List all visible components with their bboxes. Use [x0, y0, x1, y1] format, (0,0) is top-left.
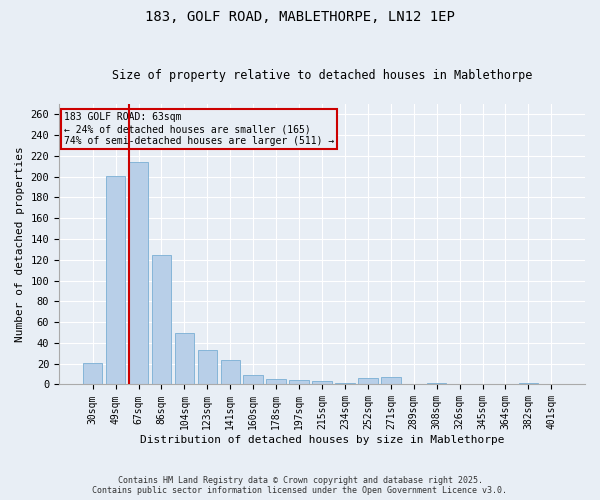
Bar — [129, 162, 148, 384]
Bar — [175, 332, 194, 384]
Text: 183 GOLF ROAD: 63sqm
← 24% of detached houses are smaller (165)
74% of semi-deta: 183 GOLF ROAD: 63sqm ← 24% of detached h… — [64, 112, 335, 146]
Y-axis label: Number of detached properties: Number of detached properties — [15, 146, 25, 342]
Bar — [266, 380, 286, 384]
Bar — [381, 377, 401, 384]
Bar — [221, 360, 240, 384]
Bar — [152, 254, 171, 384]
Text: 183, GOLF ROAD, MABLETHORPE, LN12 1EP: 183, GOLF ROAD, MABLETHORPE, LN12 1EP — [145, 10, 455, 24]
Bar — [358, 378, 377, 384]
Bar — [197, 350, 217, 384]
Bar — [244, 375, 263, 384]
Text: Contains HM Land Registry data © Crown copyright and database right 2025.
Contai: Contains HM Land Registry data © Crown c… — [92, 476, 508, 495]
Bar — [312, 382, 332, 384]
Title: Size of property relative to detached houses in Mablethorpe: Size of property relative to detached ho… — [112, 69, 532, 82]
Bar — [289, 380, 309, 384]
Bar — [83, 362, 103, 384]
X-axis label: Distribution of detached houses by size in Mablethorpe: Distribution of detached houses by size … — [140, 435, 504, 445]
Bar — [106, 176, 125, 384]
